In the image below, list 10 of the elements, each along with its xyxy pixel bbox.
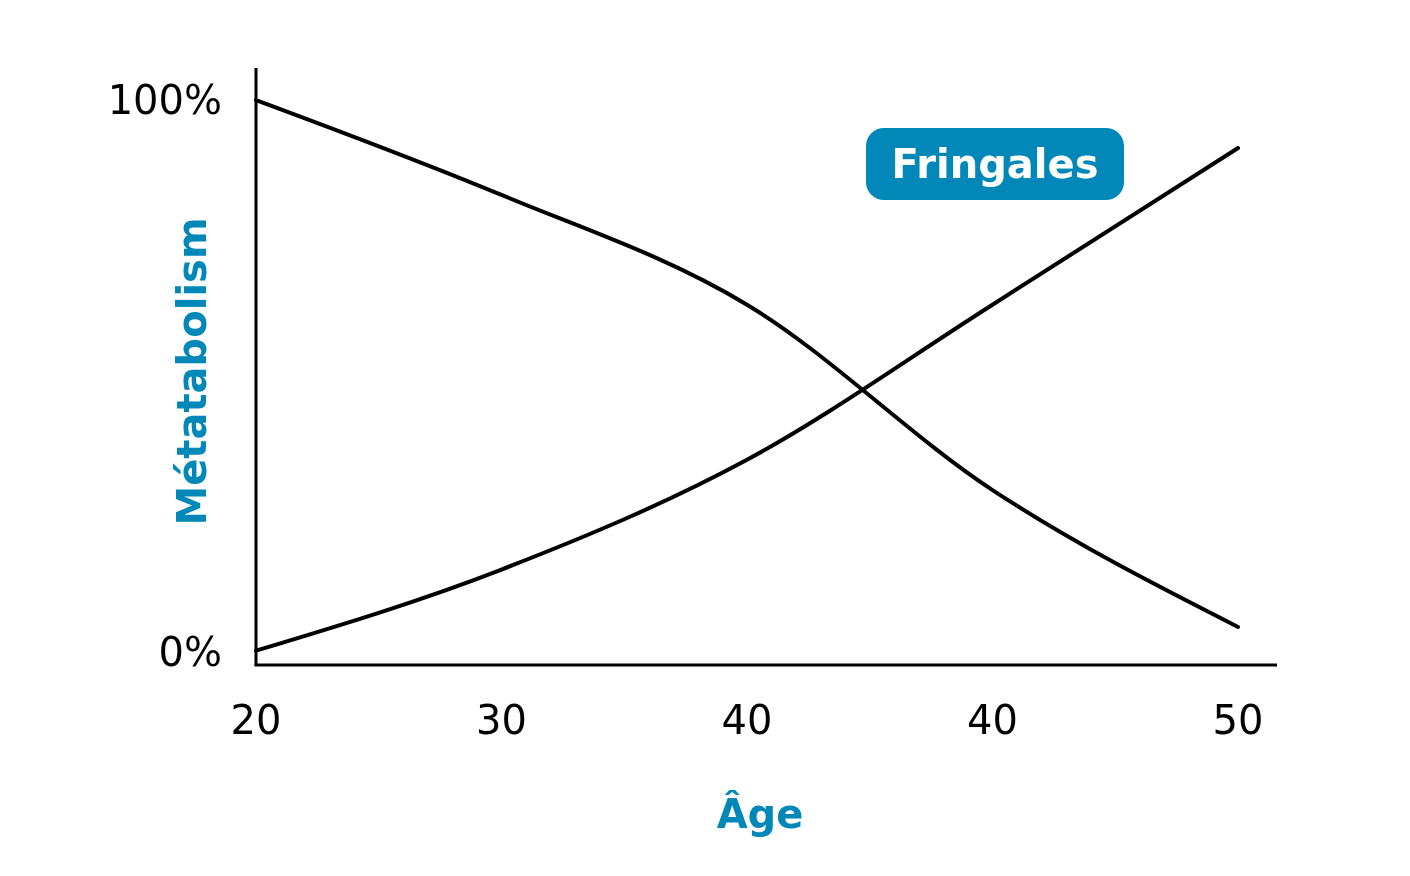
y-axis-title: Métatabolism	[169, 217, 215, 526]
y-tick-label: 0%	[158, 628, 222, 675]
x-tick-label: 30	[476, 697, 527, 743]
series-label: Fringales	[891, 141, 1099, 187]
x-tick-label: 40	[721, 697, 773, 743]
x-tick-label: 40	[967, 697, 1018, 743]
x-axis-title: Âge	[716, 790, 804, 837]
x-tick-label: 50	[1212, 697, 1264, 743]
x-tick-label: 20	[230, 697, 282, 743]
y-tick-label: 100%	[107, 77, 222, 123]
